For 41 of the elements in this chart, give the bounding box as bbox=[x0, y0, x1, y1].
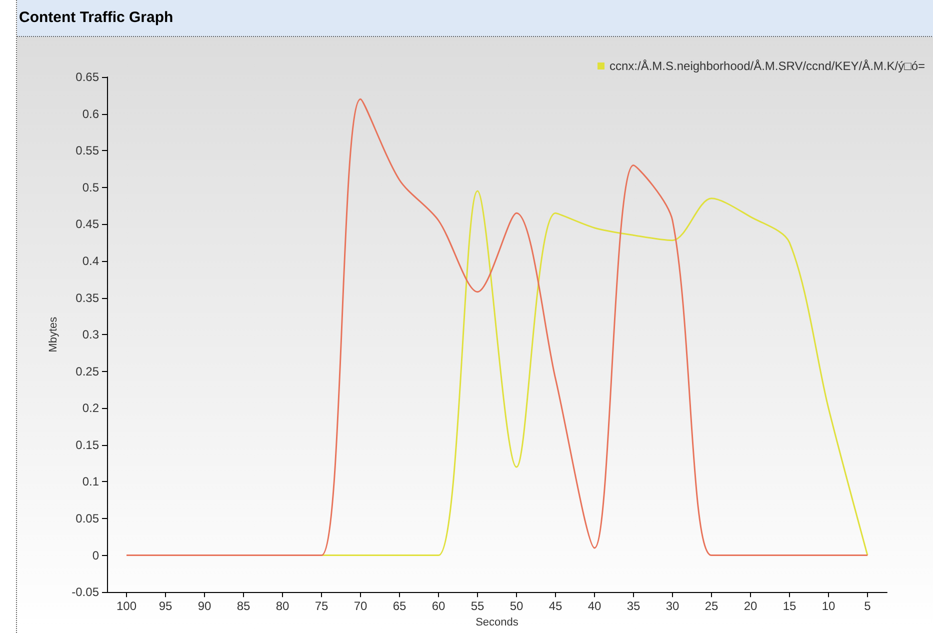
x-tick-label: 95 bbox=[158, 599, 172, 614]
chart-title: Content Traffic Graph bbox=[17, 0, 933, 37]
y-tick-label: 0.35 bbox=[76, 290, 100, 305]
x-tick-label: 70 bbox=[354, 599, 368, 614]
x-tick-label: 60 bbox=[432, 599, 446, 614]
y-tick-label: 0.15 bbox=[76, 438, 100, 452]
y-tick-label: 0.55 bbox=[76, 144, 100, 158]
x-tick-label: 55 bbox=[470, 599, 484, 614]
x-tick-label: 50 bbox=[510, 599, 524, 614]
x-tick-label: 35 bbox=[626, 599, 640, 614]
y-tick-label: 0.1 bbox=[82, 474, 100, 489]
y-tick-label: 0.25 bbox=[76, 364, 100, 378]
x-tick-label: 75 bbox=[314, 599, 328, 614]
y-tick-label: 0.3 bbox=[82, 328, 100, 342]
x-tick-label: 85 bbox=[236, 599, 250, 614]
x-tick-label: 45 bbox=[548, 599, 562, 614]
x-tick-label: 65 bbox=[392, 599, 406, 614]
y-tick-label: 0.05 bbox=[76, 512, 100, 526]
x-tick-label: 30 bbox=[666, 599, 680, 614]
x-tick-label: 100 bbox=[116, 599, 137, 614]
y-tick-label: 0.4 bbox=[82, 254, 100, 268]
x-axis-title: Seconds bbox=[476, 616, 519, 628]
legend-label: ccnx:/Å.M.S.neighborhood/Å.M.SRV/ccnd/KEY/Å.M.K/ý□ó= bbox=[609, 59, 926, 73]
y-tick-label: -0.05 bbox=[72, 585, 100, 600]
x-tick-label: 40 bbox=[588, 599, 602, 614]
y-tick-label: 0 bbox=[92, 548, 100, 562]
line-series bbox=[126, 98, 868, 556]
line-series bbox=[320, 190, 868, 556]
y-tick-label: 0.6 bbox=[82, 106, 100, 121]
x-tick-label: 10 bbox=[822, 599, 836, 614]
y-tick-label: 0.45 bbox=[76, 217, 100, 232]
x-tick-label: 25 bbox=[704, 599, 718, 614]
y-tick-label: 0.65 bbox=[76, 70, 100, 84]
x-tick-label: 90 bbox=[198, 599, 212, 614]
y-tick-label: 0.2 bbox=[82, 401, 100, 416]
x-tick-label: 80 bbox=[276, 599, 290, 614]
x-tick-label: 20 bbox=[744, 599, 758, 614]
y-axis-title: Mbytes bbox=[48, 316, 60, 352]
x-tick-label: 15 bbox=[782, 599, 796, 614]
x-tick-label: 5 bbox=[864, 599, 872, 614]
y-tick-label: 0.5 bbox=[82, 180, 100, 194]
